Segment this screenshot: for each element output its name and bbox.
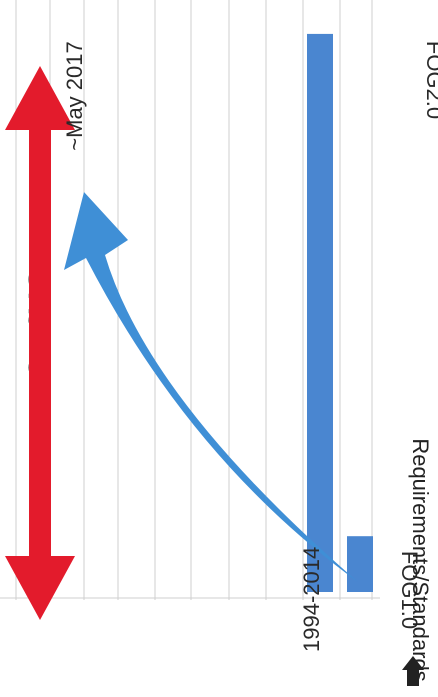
y-axis-arrow-shaft <box>407 670 419 686</box>
category-labels: FOG1.0 FOG2.0 <box>397 41 438 629</box>
span-arrow-head-top <box>5 66 75 130</box>
annotation-arrow-shape <box>64 192 358 582</box>
span-arrow <box>5 66 75 620</box>
span-arrow-head-bottom <box>5 556 75 620</box>
data-labels: 1994-2014 ~May 2017 <box>62 41 324 652</box>
y-axis-arrow-head <box>402 656 424 670</box>
y-axis-arrow <box>402 656 424 686</box>
category-label: FOG2.0 <box>422 41 438 119</box>
y-axis-label: Requirements/Standards <box>408 438 433 681</box>
chart-title: ~ 30 Months <box>0 268 38 522</box>
data-label: ~May 2017 <box>62 41 87 150</box>
curved-annotation-arrow <box>64 192 358 582</box>
bars <box>307 33 373 592</box>
bar-fog2-0 <box>307 33 333 592</box>
data-label: 1994-2014 <box>299 547 324 652</box>
category-label: FOG1.0 <box>397 551 422 629</box>
bar-fog1-0 <box>347 536 373 592</box>
y-axis-label-group: Requirements/Standards <box>402 438 433 686</box>
span-arrow-shaft <box>29 120 51 566</box>
